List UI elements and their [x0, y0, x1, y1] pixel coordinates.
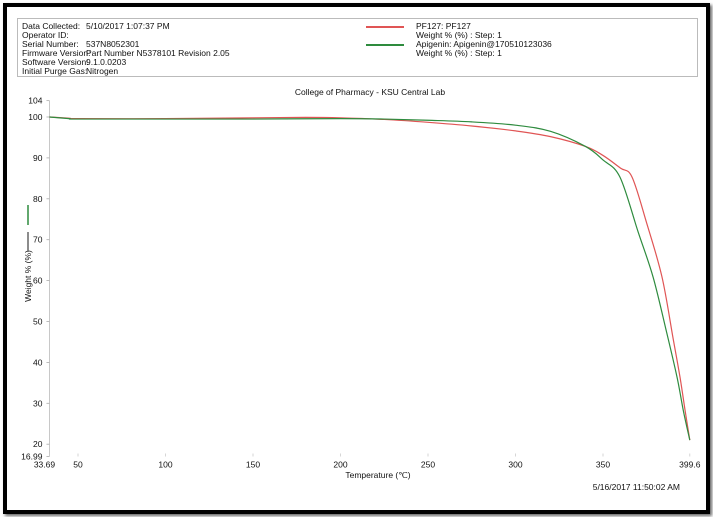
x-tick-label: 33.69	[34, 460, 56, 470]
y-tick-label: 104	[28, 96, 42, 106]
field-row: Data Collected: 5/10/2017 1:07:37 PM	[22, 21, 170, 31]
y-tick-label: 30	[33, 398, 43, 408]
field-key: Serial Number:	[22, 39, 79, 49]
x-tick-label: 399.6	[679, 460, 701, 470]
y-tick-label: 40	[33, 357, 43, 367]
legend-swatch-pf127	[366, 26, 404, 28]
field-row: Operator ID:	[22, 30, 86, 40]
series-line-0	[49, 116, 691, 441]
legend-swatch-apigenin	[366, 44, 404, 46]
info-header: Data Collected: 5/10/2017 1:07:37 PM Oper…	[17, 18, 698, 77]
x-tick-label: 50	[73, 460, 83, 470]
chart-title: College of Pharmacy - KSU Central Lab	[295, 87, 446, 97]
field-key: Firmware Version:	[22, 48, 91, 58]
y-tick-label: 20	[33, 439, 43, 449]
field-row: Initial Purge Gas:Nitrogen	[22, 66, 118, 76]
x-tick-label: 200	[333, 460, 347, 470]
field-value: 537N8052301	[86, 39, 140, 49]
y-tick-label: 50	[33, 317, 43, 327]
x-tick-label: 350	[596, 460, 610, 470]
legend-sublabel: Weight % (%) : Step: 1	[416, 30, 502, 40]
y-tick-label: 90	[33, 153, 43, 163]
field-value: 5/10/2017 1:07:37 PM	[86, 21, 170, 31]
field-row: Firmware Version:Part Number N5378101 Re…	[22, 48, 230, 58]
y-tick-label: 70	[33, 235, 43, 245]
field-value: 9.1.0.0203	[86, 57, 127, 67]
legend-sublabel: Weight % (%) : Step: 1	[416, 48, 502, 58]
x-tick-label: 250	[421, 460, 435, 470]
x-tick-label: 150	[246, 460, 260, 470]
series-line-1	[49, 116, 691, 441]
field-value: Part Number N5378101 Revision 2.05	[86, 48, 230, 58]
field-value: Nitrogen	[86, 66, 119, 76]
chart-frame	[3, 3, 710, 514]
field-key: Operator ID:	[22, 30, 69, 40]
y-axis-label: Weight % (%)	[23, 250, 33, 302]
y-tick-label: 100	[28, 112, 42, 122]
footer-timestamp: 5/16/2017 11:50:02 AM	[593, 482, 680, 492]
field-key: Software Version:	[22, 57, 89, 67]
x-axis-label: Temperature (℃)	[345, 470, 410, 480]
legend-label: Apigenin: Apigenin@170510123036	[416, 39, 552, 49]
field-key: Initial Purge Gas:	[22, 66, 88, 76]
y-tick-label: 60	[33, 276, 43, 286]
field-row: Software Version:9.1.0.0203	[22, 57, 126, 67]
y-tick-label: 16.99	[21, 452, 43, 462]
field-key: Data Collected:	[22, 21, 81, 31]
field-row: Serial Number: 537N8052301	[22, 39, 139, 49]
x-tick-label: 300	[508, 460, 522, 470]
y-tick-label: 80	[33, 194, 43, 204]
x-tick-label: 100	[158, 460, 172, 470]
legend-label: PF127: PF127	[416, 21, 471, 31]
